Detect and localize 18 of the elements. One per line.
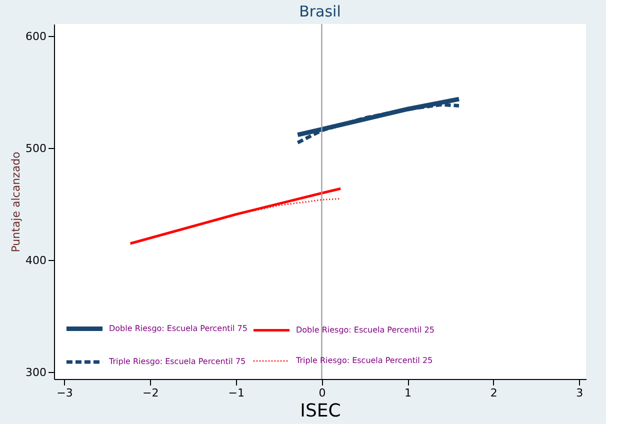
y-tick-label: 500 xyxy=(26,142,46,155)
y-tick-label: 400 xyxy=(26,254,46,267)
legend-label: Triple Riesgo: Escuela Percentil 25 xyxy=(295,356,433,365)
x-axis-title: ISEC xyxy=(300,400,341,422)
x-tick-label: 0 xyxy=(318,386,326,400)
x-tick-label: −2 xyxy=(142,386,159,400)
x-tick-label: 2 xyxy=(490,386,498,400)
x-tick-label: −3 xyxy=(56,386,73,400)
y-tick-label: 600 xyxy=(26,30,46,43)
legend-label: Doble Riesgo: Escuela Percentil 75 xyxy=(109,324,248,333)
x-tick-label: 1 xyxy=(404,386,412,400)
chart-title: Brasil xyxy=(299,2,341,20)
x-tick-label: −1 xyxy=(228,386,245,400)
y-tick-label: 300 xyxy=(26,366,46,379)
legend-label: Doble Riesgo: Escuela Percentil 25 xyxy=(296,325,434,334)
x-tick-label: 3 xyxy=(576,386,584,400)
y-axis-title: Puntaje alcanzado xyxy=(10,151,23,252)
legend-label: Triple Riesgo: Escuela Percentil 75 xyxy=(108,357,246,366)
